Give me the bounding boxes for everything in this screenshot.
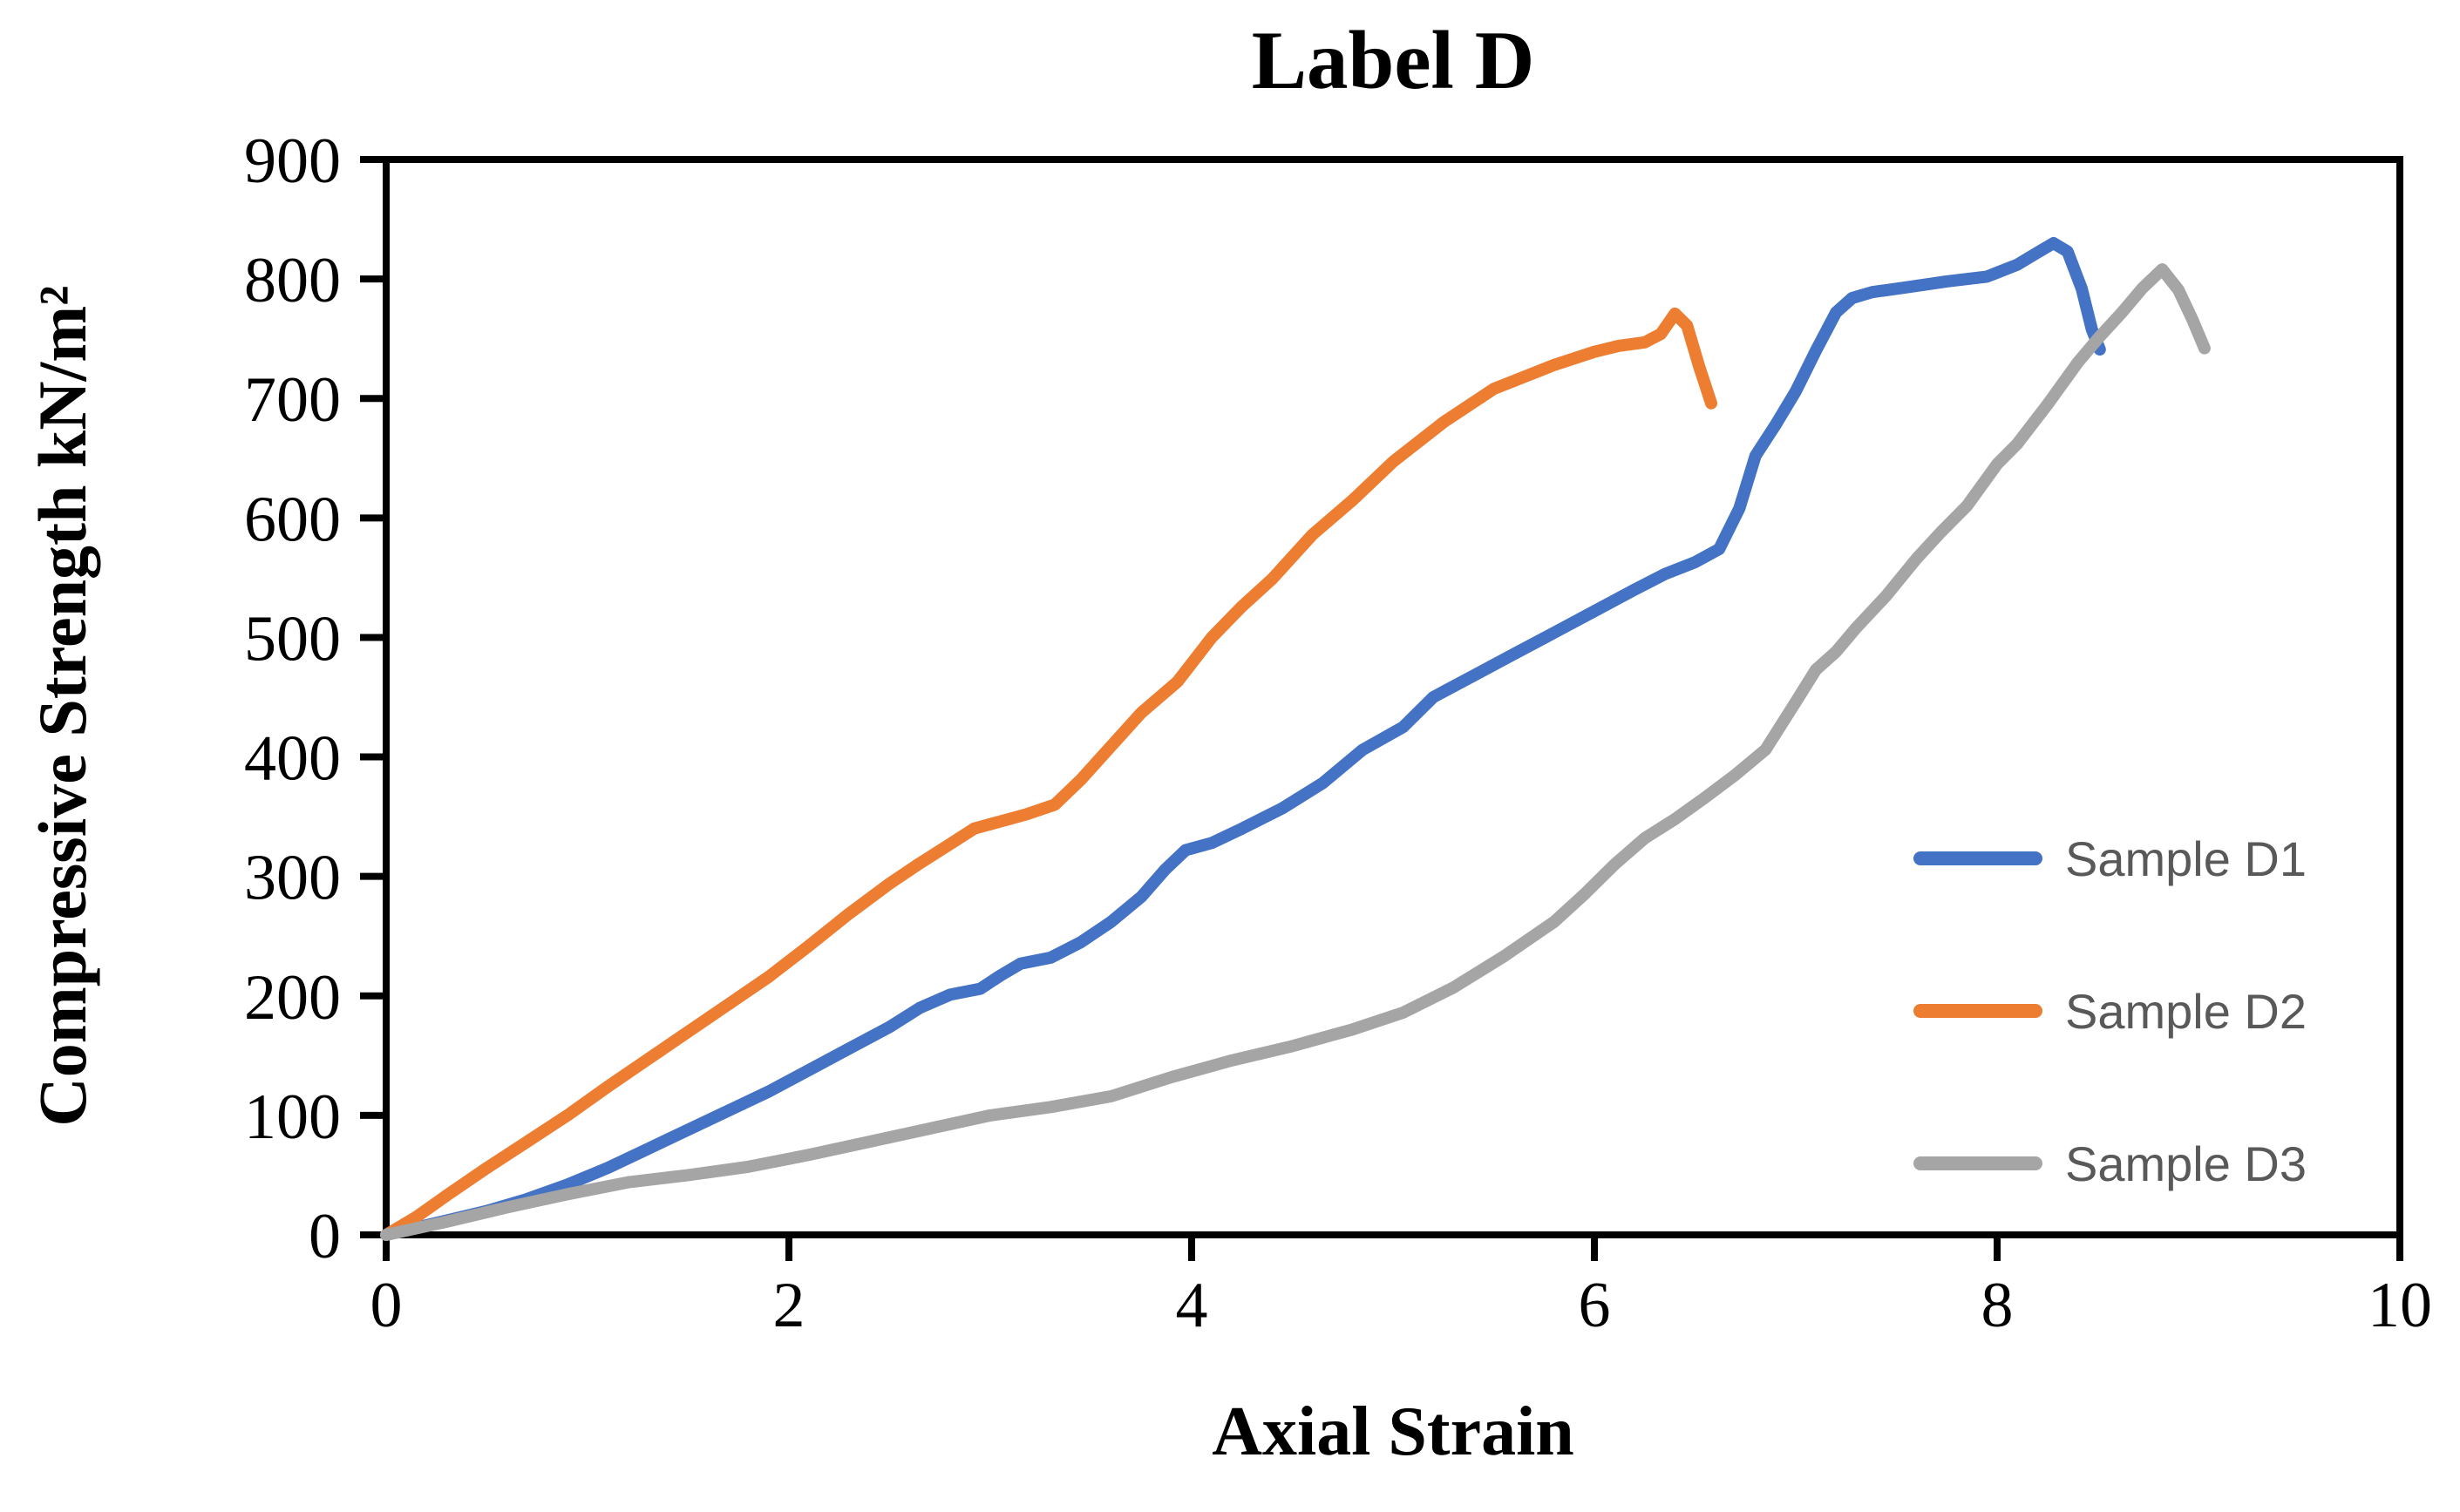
- legend-line-swatch-d1: [1913, 851, 2042, 865]
- legend-line-swatch-d2: [1913, 1004, 2042, 1018]
- x-tick-label: 2: [773, 1270, 805, 1341]
- y-tick-label: 400: [244, 723, 341, 795]
- chart-title: Label D: [1251, 14, 1535, 106]
- series-line-sample-d1: [380, 237, 2106, 1241]
- y-tick-label: 200: [244, 962, 341, 1034]
- legend-item-sample-d3: Sample D3: [1913, 1124, 2307, 1203]
- y-tick-label: 0: [309, 1201, 341, 1272]
- series-line-sample-d3: [380, 263, 2211, 1241]
- x-tick-label: 8: [1981, 1270, 2014, 1341]
- legend-label-d3: Sample D3: [2065, 1136, 2307, 1191]
- x-tick-label: 4: [1176, 1270, 1208, 1341]
- x-axis-title: Axial Strain: [1212, 1393, 1574, 1470]
- y-tick-label: 100: [244, 1081, 341, 1153]
- y-tick-label: 900: [244, 125, 341, 197]
- y-tick-label: 700: [244, 364, 341, 436]
- series-line-sample-d2: [380, 307, 1717, 1241]
- legend-label-d1: Sample D1: [2065, 831, 2307, 886]
- legend: Sample D1 Sample D2 Sample D3: [1913, 0, 2436, 1512]
- y-tick-label: 600: [244, 484, 341, 555]
- x-tick-label: 10: [2368, 1270, 2432, 1341]
- y-tick-label: 800: [244, 245, 341, 316]
- y-tick-label: 300: [244, 843, 341, 914]
- plot-border: [383, 156, 2403, 1238]
- x-tick-label: 6: [1579, 1270, 1611, 1341]
- legend-item-sample-d2: Sample D2: [1913, 972, 2307, 1050]
- legend-label-d2: Sample D2: [2065, 983, 2307, 1039]
- legend-line-swatch-d3: [1913, 1156, 2042, 1170]
- y-tick-label: 500: [244, 603, 341, 675]
- x-tick-label: 0: [370, 1270, 403, 1341]
- legend-item-sample-d1: Sample D1: [1913, 819, 2307, 898]
